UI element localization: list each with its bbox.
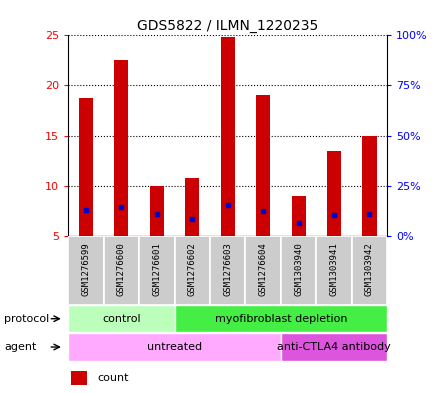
Text: GSM1276599: GSM1276599	[81, 242, 91, 296]
Bar	[281, 333, 387, 361]
Text: GSM1303941: GSM1303941	[330, 242, 338, 296]
Bar	[71, 371, 87, 385]
Text: GSM1276602: GSM1276602	[188, 242, 197, 296]
Bar	[185, 178, 199, 236]
Bar	[79, 97, 93, 236]
Text: count: count	[97, 373, 128, 383]
Text: GSM1303940: GSM1303940	[294, 242, 303, 296]
Bar	[363, 136, 377, 236]
Bar	[114, 61, 128, 236]
Text: GSM1276604: GSM1276604	[259, 242, 268, 296]
Bar	[68, 333, 281, 361]
Text: GSM1276600: GSM1276600	[117, 242, 126, 296]
Bar	[68, 236, 104, 305]
Bar	[220, 37, 235, 236]
Text: untreated: untreated	[147, 342, 202, 352]
Bar	[246, 236, 281, 305]
Bar	[210, 236, 246, 305]
Text: protocol: protocol	[4, 314, 50, 324]
Text: GSM1303942: GSM1303942	[365, 242, 374, 296]
Bar	[68, 305, 175, 332]
Bar	[281, 236, 316, 305]
Text: agent: agent	[4, 342, 37, 352]
Bar	[175, 305, 387, 332]
Text: GSM1276601: GSM1276601	[152, 242, 161, 296]
Bar	[327, 151, 341, 236]
Bar	[150, 185, 164, 236]
Bar	[256, 95, 270, 236]
Text: myofibroblast depletion: myofibroblast depletion	[215, 314, 347, 324]
Bar	[292, 196, 306, 236]
Bar	[316, 236, 352, 305]
Text: control: control	[102, 314, 141, 324]
Text: anti-CTLA4 antibody: anti-CTLA4 antibody	[277, 342, 391, 352]
Bar	[139, 236, 175, 305]
Text: GSM1276603: GSM1276603	[223, 242, 232, 296]
Title: GDS5822 / ILMN_1220235: GDS5822 / ILMN_1220235	[137, 19, 318, 33]
Bar	[104, 236, 139, 305]
Bar	[175, 236, 210, 305]
Bar	[352, 236, 387, 305]
